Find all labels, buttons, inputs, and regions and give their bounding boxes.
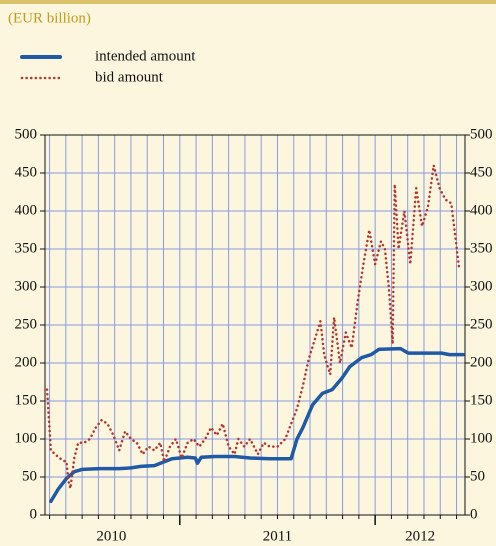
y2-tick-label: 150 xyxy=(470,392,493,408)
y-tick-label: 500 xyxy=(15,126,38,142)
x-tick-label: 2011 xyxy=(263,528,292,544)
top-rule xyxy=(0,0,496,4)
y-tick-label: 300 xyxy=(15,278,38,294)
y-tick-label: 50 xyxy=(22,468,37,484)
y2-tick-label: 250 xyxy=(470,316,493,332)
legend-label: bid amount xyxy=(95,69,164,85)
chart-subtitle: (EUR billion) xyxy=(8,10,91,26)
y-tick-label: 400 xyxy=(15,202,38,218)
series-line xyxy=(49,346,465,504)
x-tick-label: 2010 xyxy=(96,528,126,544)
x-tick-label: 2012 xyxy=(405,528,435,544)
legend-label: intended amount xyxy=(95,48,196,64)
y2-tick-label: 500 xyxy=(470,126,493,142)
y2-tick-label: 200 xyxy=(470,354,493,370)
y-tick-label: 100 xyxy=(15,430,38,446)
y2-tick-label: 350 xyxy=(470,240,493,256)
y2-tick-label: 0 xyxy=(470,506,478,522)
y-tick-label: 350 xyxy=(15,240,38,256)
y-tick-label: 0 xyxy=(30,506,38,522)
y2-tick-label: 400 xyxy=(470,202,493,218)
y2-tick-label: 450 xyxy=(470,164,493,180)
y2-tick-label: 50 xyxy=(470,468,485,484)
y-tick-label: 250 xyxy=(15,316,38,332)
y2-tick-label: 300 xyxy=(470,278,493,294)
y-tick-label: 150 xyxy=(15,392,38,408)
y-tick-label: 200 xyxy=(15,354,38,370)
plot-frame xyxy=(44,134,466,516)
y2-tick-label: 100 xyxy=(470,430,493,446)
y-tick-label: 450 xyxy=(15,164,38,180)
series-line xyxy=(45,164,461,490)
